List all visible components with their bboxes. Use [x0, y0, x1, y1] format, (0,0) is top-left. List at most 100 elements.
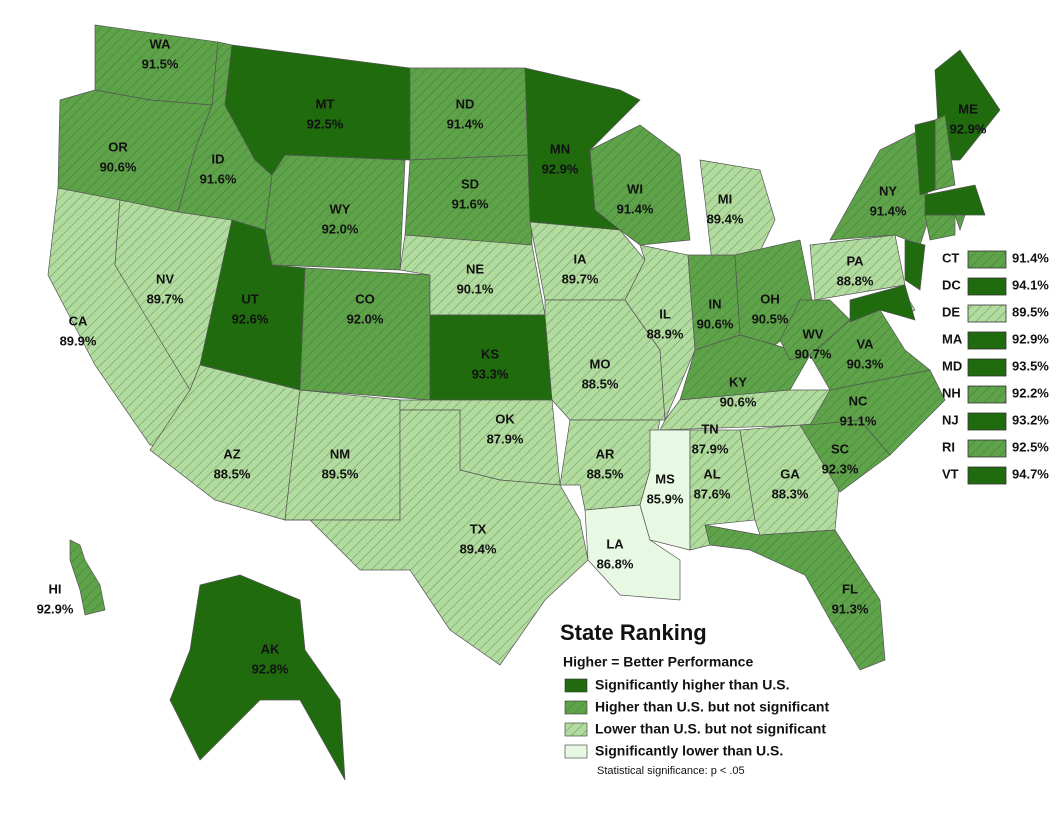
state-value: 88.5%	[587, 466, 624, 481]
state-value: 92.0%	[322, 221, 359, 236]
state-value: 90.6%	[720, 394, 757, 409]
state-abbr: ID	[212, 151, 225, 166]
small-state-value: 89.5%	[1012, 304, 1049, 319]
state-value: 89.4%	[460, 541, 497, 556]
legend-label: Significantly lower than U.S.	[595, 743, 783, 759]
state-abbr: PA	[846, 253, 864, 268]
small-state-swatch	[967, 331, 1007, 350]
small-state-abbr: NJ	[942, 412, 959, 427]
state-value: 87.9%	[692, 441, 729, 456]
state-abbr: WV	[803, 326, 824, 341]
state-abbr: AR	[596, 446, 615, 461]
small-state-swatch	[967, 439, 1007, 458]
legend-subtitle: Higher = Better Performance	[563, 654, 753, 670]
state-shape	[924, 214, 956, 241]
small-state-abbr: NH	[942, 385, 961, 400]
state-shapes	[47, 24, 1001, 781]
state-abbr: VA	[856, 336, 874, 351]
legend-swatch	[564, 744, 588, 759]
small-state-swatch	[967, 412, 1007, 431]
state-abbr: KS	[481, 346, 499, 361]
state-abbr: WI	[627, 181, 643, 196]
small-state-swatch	[967, 277, 1007, 296]
state-shape	[924, 184, 986, 216]
small-state-list: CT 91.4% DC 94.1% DE 89.5% MA 92.9% MD 93.5% NH 92.…	[942, 250, 1049, 485]
state-value: 93.3%	[472, 366, 509, 381]
state-value: 89.7%	[562, 271, 599, 286]
state-value: 88.8%	[837, 273, 874, 288]
state-abbr: NE	[466, 261, 484, 276]
legend-swatch	[564, 678, 588, 693]
small-state-value: 94.1%	[1012, 277, 1049, 292]
small-state-abbr: VT	[942, 466, 959, 481]
state-labels: WA 91.5% OR 90.6% CA 89.9% ID 91.6% NV 89.7% MT 92.…	[37, 36, 987, 676]
legend-swatch	[564, 700, 588, 715]
state-abbr: WA	[150, 36, 172, 51]
state-abbr: AL	[703, 466, 720, 481]
state-abbr: SD	[461, 176, 479, 191]
state-abbr: TN	[701, 421, 718, 436]
state-value: 92.8%	[252, 661, 289, 676]
state-abbr: MT	[316, 96, 335, 111]
state-value: 85.9%	[647, 491, 684, 506]
legend-note: Statistical significance: p < .05	[597, 765, 745, 777]
small-state-abbr: DE	[942, 304, 960, 319]
small-state-abbr: MA	[942, 331, 963, 346]
small-state-value: 91.4%	[1012, 250, 1049, 265]
state-abbr: CO	[355, 291, 375, 306]
state-value: 90.6%	[100, 159, 137, 174]
state-value: 90.6%	[697, 316, 734, 331]
state-shape	[409, 67, 531, 161]
state-abbr: AZ	[223, 446, 240, 461]
state-abbr: OR	[108, 139, 128, 154]
state-value: 87.6%	[694, 486, 731, 501]
state-value: 92.9%	[950, 121, 987, 136]
small-state-swatch	[967, 466, 1007, 485]
state-shape	[285, 409, 589, 666]
state-value: 89.5%	[322, 466, 359, 481]
state-value: 90.7%	[795, 346, 832, 361]
state-value: 91.6%	[452, 196, 489, 211]
state-shape	[779, 299, 851, 361]
state-value: 89.4%	[707, 211, 744, 226]
state-abbr: NY	[879, 183, 897, 198]
state-abbr: GA	[780, 466, 800, 481]
state-value: 91.1%	[840, 413, 877, 428]
state-value: 87.9%	[487, 431, 524, 446]
legend-label: Significantly higher than U.S.	[595, 677, 789, 693]
state-abbr: IN	[709, 296, 722, 311]
small-state-abbr: CT	[942, 250, 959, 265]
state-value: 90.5%	[752, 311, 789, 326]
state-shape	[704, 524, 886, 671]
state-value: 86.8%	[597, 556, 634, 571]
state-shape	[954, 214, 966, 232]
state-abbr: IL	[659, 306, 671, 321]
state-value: 90.3%	[847, 356, 884, 371]
state-abbr: MO	[590, 356, 611, 371]
state-value: 91.3%	[832, 601, 869, 616]
state-abbr: WY	[330, 201, 351, 216]
state-abbr: HI	[49, 581, 62, 596]
small-state-value: 94.7%	[1012, 466, 1049, 481]
state-abbr: AK	[261, 641, 280, 656]
state-abbr: MN	[550, 141, 570, 156]
state-abbr: ND	[456, 96, 475, 111]
small-state-abbr: MD	[942, 358, 962, 373]
state-abbr: TX	[470, 521, 487, 536]
state-abbr: SC	[831, 441, 850, 456]
state-abbr: NM	[330, 446, 350, 461]
state-value: 91.6%	[200, 171, 237, 186]
state-abbr: OK	[495, 411, 515, 426]
legend-label: Lower than U.S. but not significant	[595, 721, 826, 737]
state-shape	[299, 267, 431, 401]
legend: State Ranking Higher = Better Performanc…	[560, 620, 829, 777]
state-abbr: UT	[241, 291, 258, 306]
state-abbr: ME	[958, 101, 978, 116]
small-state-value: 92.9%	[1012, 331, 1049, 346]
state-abbr: OH	[760, 291, 780, 306]
state-shape	[169, 574, 346, 781]
state-value: 92.6%	[232, 311, 269, 326]
small-state-swatch	[967, 385, 1007, 404]
state-abbr: FL	[842, 581, 858, 596]
